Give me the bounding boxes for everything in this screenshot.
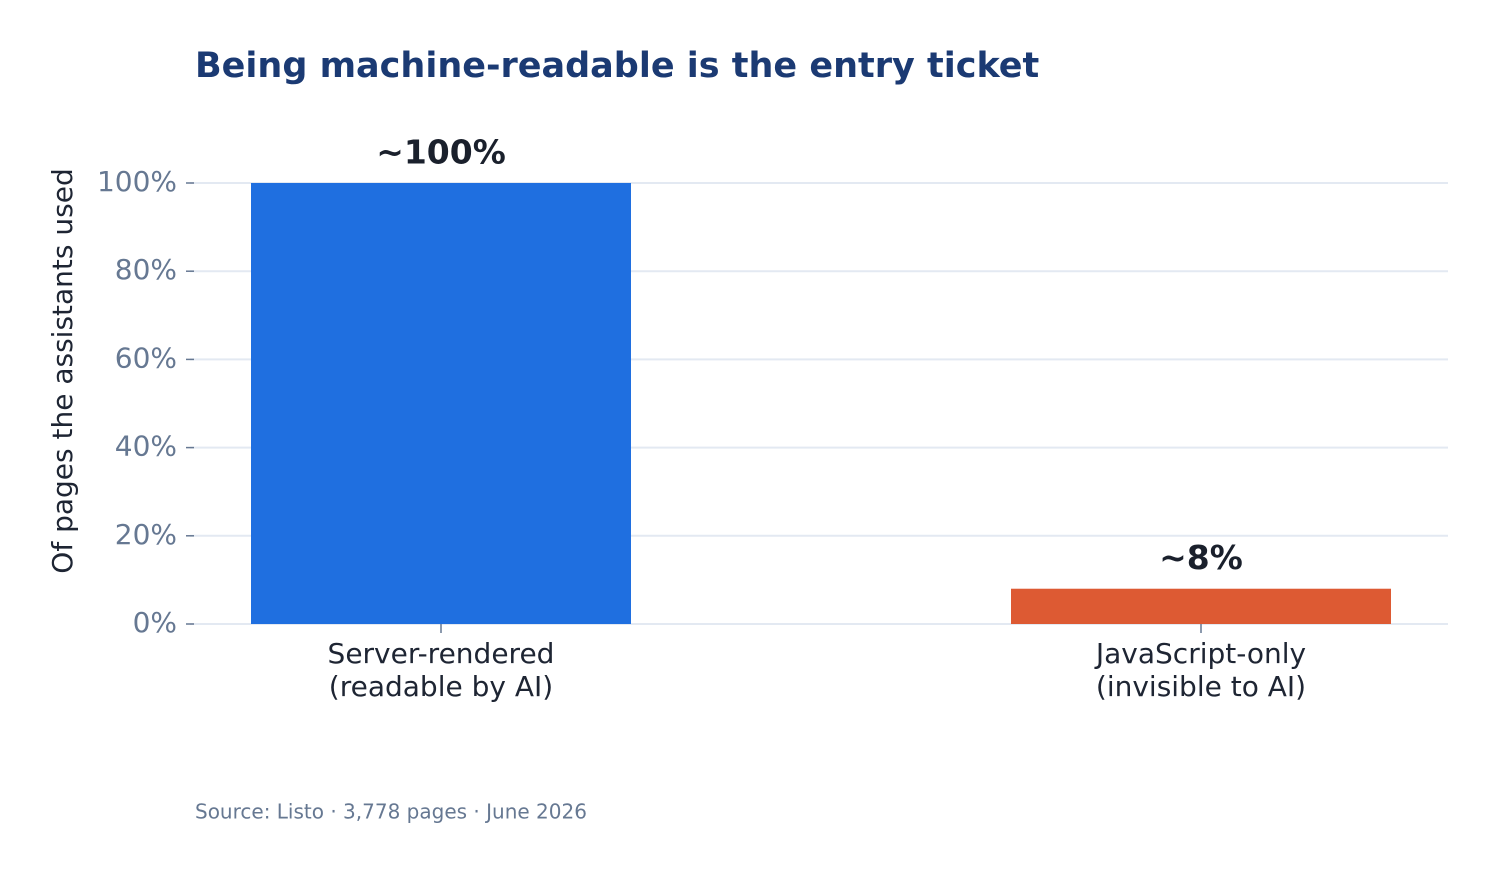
x-tick-label: Server-rendered (readable by AI) <box>327 637 555 703</box>
bar <box>251 183 631 624</box>
y-tick-label: 40% <box>115 430 177 463</box>
y-tick-label: 0% <box>133 606 177 639</box>
source-note: Source: Listo · 3,778 pages · June 2026 <box>195 800 587 824</box>
y-tick-label: 20% <box>115 518 177 551</box>
value-label: ~100% <box>376 133 506 172</box>
y-axis-label: Of pages the assistants used <box>46 168 79 573</box>
value-label: ~8% <box>1159 538 1243 577</box>
chart-title: Being machine-readable is the entry tick… <box>195 46 1039 86</box>
y-tick-label: 60% <box>115 341 177 374</box>
bar <box>1011 588 1391 624</box>
x-tick-label: JavaScript-only (invisible to AI) <box>1095 637 1307 703</box>
y-tick-label: 80% <box>115 253 177 286</box>
y-tick-label: 100% <box>97 165 177 198</box>
